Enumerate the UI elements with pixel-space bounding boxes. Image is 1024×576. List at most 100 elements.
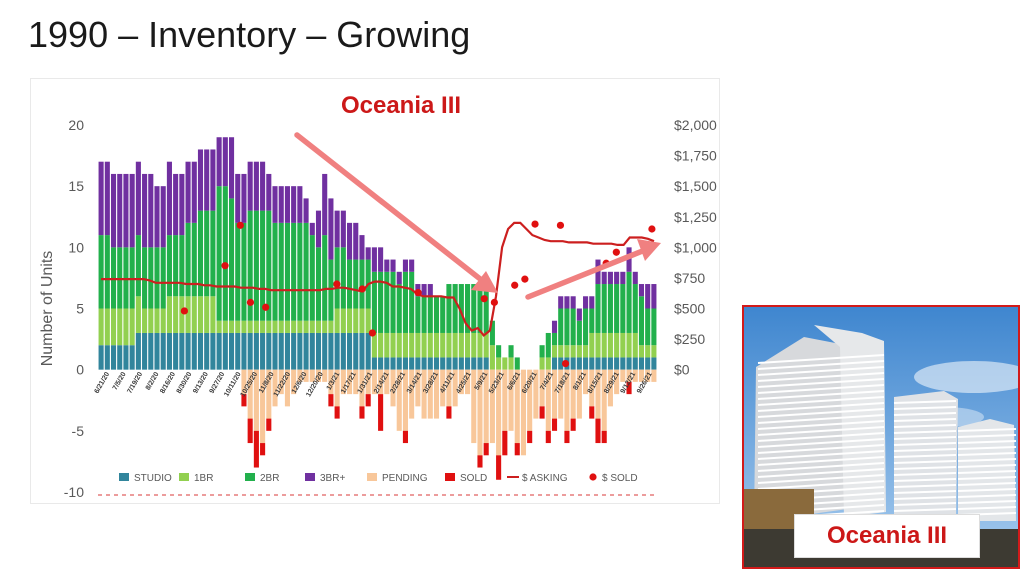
bar-pending <box>638 369 645 382</box>
bar-pending <box>527 369 533 431</box>
bar-sold <box>601 430 607 444</box>
bar-2br <box>129 247 135 309</box>
bar-1br <box>415 332 421 358</box>
bar-1br <box>384 332 390 358</box>
bar-studio <box>638 357 645 370</box>
bar-2br <box>589 308 595 333</box>
bar-studio <box>197 332 204 370</box>
bar-1br <box>483 332 489 358</box>
bar-studio <box>204 332 210 370</box>
bar-pending <box>402 369 408 431</box>
bar-1br <box>228 320 235 333</box>
up-arrow-shaft <box>525 247 648 300</box>
x-tick-label: 9/26/21 <box>636 371 654 395</box>
bar-3br <box>638 284 645 297</box>
bar-pending <box>558 369 564 419</box>
bar-pending <box>645 369 651 382</box>
bar-3br <box>614 271 620 285</box>
balcony-band <box>757 354 885 364</box>
balcony-band <box>893 484 957 488</box>
bar-2br <box>173 235 179 297</box>
bar-studio <box>378 357 384 370</box>
bar-3br <box>135 161 141 236</box>
photo-caption: Oceania III <box>794 514 980 558</box>
bar-2br <box>191 222 197 297</box>
bar-pending <box>452 369 458 407</box>
bar-sold <box>570 418 576 431</box>
bar-1br <box>433 332 440 358</box>
bar-3br <box>390 259 396 272</box>
main-tower-right <box>814 325 886 517</box>
bar-pending <box>496 369 502 456</box>
bar-2br <box>632 284 638 333</box>
bar-2br <box>570 308 576 346</box>
cloud <box>914 361 1018 393</box>
balcony-band <box>893 496 957 500</box>
bar-sold <box>545 430 551 444</box>
bar-2br <box>384 271 390 333</box>
bar-1br <box>129 308 135 346</box>
bar-1br <box>104 308 110 346</box>
bar-1br <box>197 296 204 333</box>
balcony-band <box>893 472 957 476</box>
x-tick-label: 3/14/21 <box>406 371 424 395</box>
bar-studio <box>278 332 284 370</box>
bar-studio <box>601 357 607 370</box>
balcony-band <box>957 494 1017 498</box>
bar-3br <box>117 173 123 248</box>
sold-price-point <box>511 281 519 289</box>
bar-studio <box>371 357 377 370</box>
bar-studio <box>284 332 290 370</box>
bar-studio <box>297 332 303 370</box>
balcony-band <box>893 442 957 446</box>
legend-label: 1BR <box>194 473 213 484</box>
bar-1br <box>216 320 222 333</box>
bar-2br <box>303 222 309 321</box>
bar-1br <box>340 308 346 333</box>
bar-studio <box>173 332 179 370</box>
bar-3br <box>322 173 328 236</box>
bar-3br <box>384 259 390 272</box>
bar-pending <box>284 369 290 407</box>
bar-pending <box>421 369 427 419</box>
bar-pending <box>458 369 464 395</box>
sold-price-point <box>414 288 422 297</box>
bar-3br <box>396 271 402 285</box>
balcony-band <box>757 420 885 430</box>
bar-studio <box>576 357 582 370</box>
bar-2br <box>197 210 204 297</box>
x-tick-label: 9/27/20 <box>209 371 227 395</box>
bar-3br <box>166 161 172 236</box>
bar-2br <box>253 210 259 321</box>
bar-3br <box>564 296 570 309</box>
bar-studio <box>185 332 191 370</box>
bar-sold <box>496 455 502 480</box>
balcony-band <box>757 414 885 424</box>
x-tick-label: 8/30/20 <box>176 371 194 395</box>
bar-pending <box>477 369 483 456</box>
bar-studio <box>551 357 558 370</box>
bar-2br <box>551 332 558 346</box>
sold-price-point <box>531 220 539 228</box>
bar-studio <box>440 357 446 370</box>
balcony-band <box>757 444 885 454</box>
bar-2br <box>241 222 247 321</box>
bar-studio <box>334 332 340 370</box>
bar-2br <box>210 210 216 297</box>
legend-swatch <box>245 473 255 481</box>
bar-1br <box>651 345 657 358</box>
bar-sold <box>589 406 595 419</box>
balcony-band <box>893 436 957 440</box>
bar-3br <box>197 149 204 211</box>
bar-studio <box>253 332 259 370</box>
bar-sold <box>253 430 259 468</box>
bar-2br <box>446 284 452 333</box>
bar-sold <box>328 394 334 407</box>
legend-label: $ ASKING <box>522 473 568 484</box>
bar-2br <box>123 247 129 309</box>
bar-1br <box>154 308 160 333</box>
bar-3br <box>266 173 272 211</box>
bar-3br <box>626 247 632 272</box>
bar-sold <box>266 418 272 431</box>
balcony-band <box>957 470 1017 474</box>
